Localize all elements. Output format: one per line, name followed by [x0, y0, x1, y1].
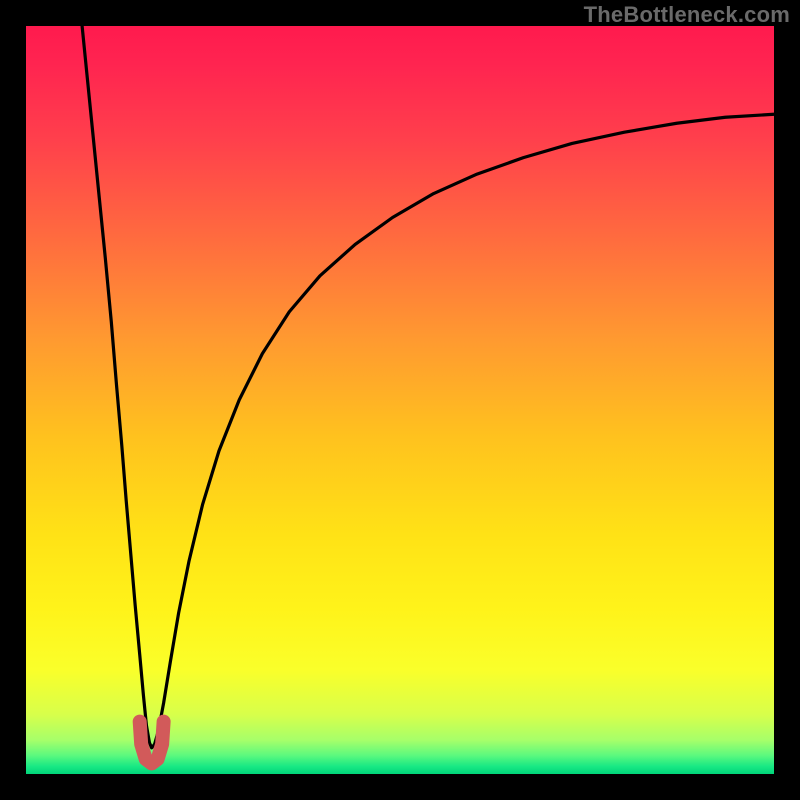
gradient-background — [26, 26, 774, 774]
watermark-text: TheBottleneck.com — [584, 2, 790, 28]
plot-svg — [26, 26, 774, 774]
chart-container: TheBottleneck.com — [0, 0, 800, 800]
plot-area — [26, 26, 774, 774]
